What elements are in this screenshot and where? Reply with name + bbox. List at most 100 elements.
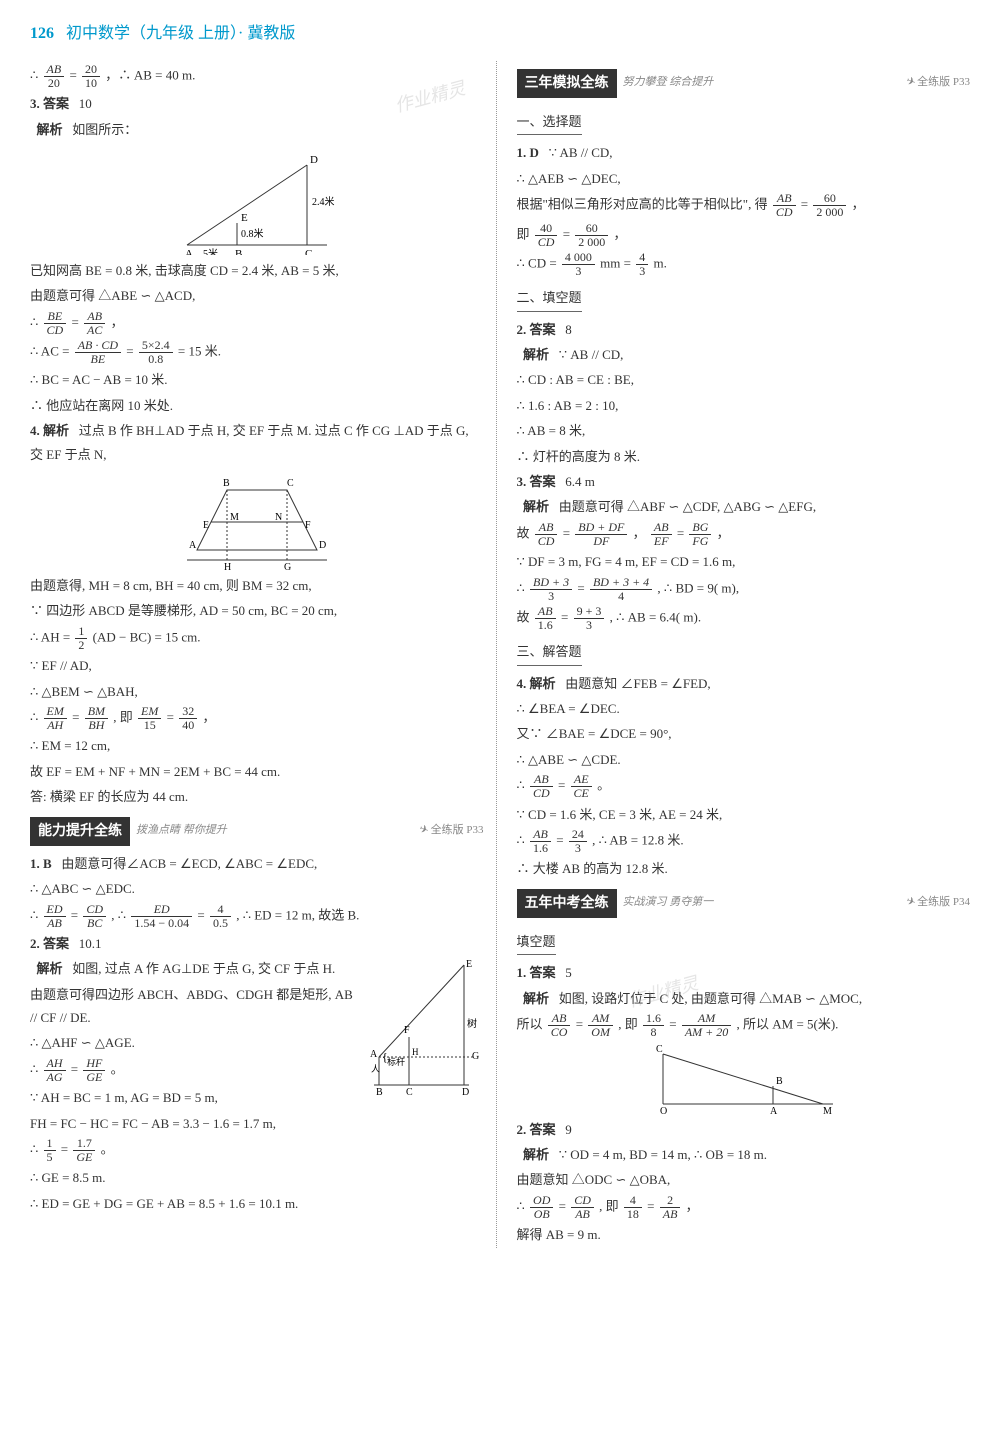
page-header: 126 初中数学（九年级 上册）· 冀教版	[30, 20, 970, 49]
page-number: 126	[30, 25, 54, 42]
s2q2-answer: 2. 答案 8	[517, 318, 971, 341]
left-column: 作业精灵 ∴ AB20 = 2010 ，∴ AB = 40 m. 3. 答案 1…	[30, 61, 497, 1249]
svg-text:M: M	[230, 512, 239, 523]
s3q2-l2: 由题意知 △ODC ∽ △OBA,	[517, 1168, 971, 1191]
svg-text:H: H	[412, 1047, 419, 1057]
svg-text:E: E	[466, 959, 472, 970]
s2q2-explain: 解析 ∵ AB // CD,	[517, 343, 971, 366]
s2q4-l4: ∴ △ABE ∽ △CDE.	[517, 748, 971, 771]
q4-explain: 4. 解析 过点 B 作 BH⊥AD 于点 H, 交 EF 于点 M. 过点 C…	[30, 419, 484, 466]
s2q1-l3: 根据"相似三角形对应高的比等于相似比", 得 ABCD = 602 000 ，	[517, 192, 971, 219]
q4-figure: B C E F M N A D H G	[167, 470, 347, 570]
section-banner-ability: 能力提升全练 拨渔点睛 帮你提升 ✈全练版 P33	[30, 817, 484, 846]
section-banner-5year: 五年中考全练 实战演习 勇夺第一 ✈全练版 P34	[517, 889, 971, 918]
s1q1-l2: ∴ △ABC ∽ △EDC.	[30, 877, 484, 900]
plane-icon: ✈	[903, 73, 918, 95]
q3-l1: 已知网高 BE = 0.8 米, 击球高度 CD = 2.4 米, AB = 5…	[30, 259, 484, 282]
s2q4-l7: ∴ AB1.6 = 243 , ∴ AB = 12.8 米.	[517, 828, 971, 855]
q4-l1: 由题意得, MH = 8 cm, BH = 40 cm, 则 BM = 32 c…	[30, 574, 484, 597]
svg-text:E: E	[241, 212, 248, 224]
s3q2-l3: ∴ ODOB = CDAB , 即 418 = 2AB ，	[517, 1194, 971, 1221]
plane-icon: ✈	[903, 893, 918, 915]
svg-text:H: H	[224, 562, 231, 570]
svg-text:人: 人	[371, 1064, 380, 1074]
q3-answer: 3. 答案 10	[30, 92, 484, 115]
s2q2-l3: ∴ 1.6 : AB = 2 : 10,	[517, 394, 971, 417]
subsection-4: 填空题	[517, 930, 556, 955]
svg-text:标杆: 标杆	[387, 1056, 405, 1067]
q3-l6: ∴ 他应站在离网 10 米处.	[30, 394, 484, 417]
svg-text:F: F	[305, 520, 311, 531]
s1q2-l8: ∴ GE = 8.5 m.	[30, 1166, 484, 1189]
s2q1-l2: ∴ △AEB ∽ △DEC,	[517, 167, 971, 190]
section-banner-3year: 三年模拟全练 努力攀登 综合提升 ✈全练版 P33	[517, 69, 971, 98]
s3q1-figure: C O A B M	[643, 1044, 843, 1114]
q3-figure: A B C D E 5米 0.8米 2.4米	[167, 145, 347, 255]
svg-text:O: O	[660, 1106, 667, 1114]
q4-l4: ∵ EF // AD,	[30, 654, 484, 677]
svg-text:G: G	[472, 1051, 479, 1062]
s1q2-l6: FH = FC − HC = FC − AB = 3.3 − 1.6 = 1.7…	[30, 1112, 484, 1135]
svg-text:5米: 5米	[203, 247, 218, 255]
svg-text:B: B	[776, 1076, 783, 1087]
s2q2-l5: ∴ 灯杆的高度为 8 米.	[517, 445, 971, 468]
s2q4-l5: ∴ ABCD = AECE 。	[517, 773, 971, 800]
s3q2-l4: 解得 AB = 9 m.	[517, 1223, 971, 1246]
q4-l2: ∵ 四边形 ABCD 是等腰梯形, AD = 50 cm, BC = 20 cm…	[30, 599, 484, 622]
svg-text:N: N	[275, 512, 282, 523]
s1q1-head: 1. B 由题意可得∠ACB = ∠ECD, ∠ABC = ∠EDC,	[30, 852, 484, 875]
s2q1-l5: ∴ CD = 4 0003 mm = 43 m.	[517, 251, 971, 278]
svg-text:A: A	[185, 248, 193, 255]
page-title: 初中数学（九年级 上册）· 冀教版	[66, 25, 295, 42]
svg-text:A: A	[770, 1106, 778, 1114]
s3q2-explain: 解析 ∵ OD = 4 m, BD = 14 m, ∴ OB = 18 m.	[517, 1143, 971, 1166]
s1q2-l7: ∴ 15 = 1.7GE 。	[30, 1137, 484, 1164]
svg-text:F: F	[404, 1025, 410, 1036]
top-equation: ∴ AB20 = 2010 ，∴ AB = 40 m.	[30, 63, 484, 90]
svg-text:B: B	[223, 478, 230, 489]
q3-l2: 由题意可得 △ABE ∽ △ACD,	[30, 284, 484, 307]
q4-l6: ∴ EMAH = BMBH , 即 EM15 = 3240 ，	[30, 705, 484, 732]
svg-text:树: 树	[467, 1017, 477, 1030]
s2q4-explain: 4. 解析 由题意知 ∠FEB = ∠FED,	[517, 672, 971, 695]
s2q1-head: 1. D ∵ AB // CD,	[517, 141, 971, 164]
s2q4-l8: ∴ 大楼 AB 的高为 12.8 米.	[517, 857, 971, 880]
svg-text:G: G	[284, 562, 291, 570]
svg-text:E: E	[203, 520, 209, 531]
svg-text:M: M	[823, 1106, 832, 1114]
s2q4-l6: ∵ CD = 1.6 米, CE = 3 米, AE = 24 米,	[517, 803, 971, 826]
q3-l4: ∴ AC = AB · CDBE = 5×2.40.8 = 15 米.	[30, 339, 484, 366]
q4-l8: 故 EF = EM + NF + MN = 2EM + BC = 44 cm.	[30, 760, 484, 783]
s3q1-answer: 1. 答案 5	[517, 961, 971, 984]
s2q3-answer: 3. 答案 6.4 m	[517, 470, 971, 493]
svg-text:A: A	[189, 540, 197, 551]
svg-text:D: D	[462, 1087, 469, 1097]
q4-l7: ∴ EM = 12 cm,	[30, 734, 484, 757]
svg-text:C: C	[656, 1044, 663, 1055]
s2q3-l5: 故 AB1.6 = 9 + 33 , ∴ AB = 6.4( m).	[517, 605, 971, 632]
subsection-3: 三、解答题	[517, 640, 582, 665]
s2q3-l2: 故 ABCD = BD + DFDF ， ABEF = BGFG ，	[517, 521, 971, 548]
s1q2-figure: E F A H G B C D 人 标杆 树 {	[364, 957, 484, 1097]
q3-l3: ∴ BECD = ABAC ，	[30, 310, 484, 337]
s1q2-l9: ∴ ED = GE + DG = GE + AB = 8.5 + 1.6 = 1…	[30, 1192, 484, 1215]
svg-text:B: B	[376, 1087, 383, 1097]
s2q3-explain: 解析 由题意可得 △ABF ∽ △CDF, △ABG ∽ △EFG,	[517, 495, 971, 518]
plane-icon: ✈	[416, 820, 431, 842]
s2q2-l4: ∴ AB = 8 米,	[517, 419, 971, 442]
svg-text:A: A	[370, 1049, 378, 1060]
s2q4-l2: ∴ ∠BEA = ∠DEC.	[517, 697, 971, 720]
s1q2-answer: 2. 答案 10.1	[30, 932, 484, 955]
right-column: 三年模拟全练 努力攀登 综合提升 ✈全练版 P33 一、选择题 1. D ∵ A…	[517, 61, 971, 1249]
s3q2-answer: 2. 答案 9	[517, 1118, 971, 1141]
svg-text:B: B	[235, 248, 242, 255]
svg-text:D: D	[310, 154, 318, 166]
subsection-2: 二、填空题	[517, 286, 582, 311]
s2q3-l3: ∵ DF = 3 m, FG = 4 m, EF = CD = 1.6 m,	[517, 550, 971, 573]
s2q2-l2: ∴ CD : AB = CE : BE,	[517, 368, 971, 391]
s2q1-l4: 即 40CD = 602 000 ，	[517, 222, 971, 249]
s2q3-l4: ∴ BD + 33 = BD + 3 + 44 , ∴ BD = 9( m),	[517, 576, 971, 603]
q3-explain-intro: 解析 如图所示：	[30, 118, 484, 141]
svg-text:2.4米: 2.4米	[312, 195, 335, 208]
s2q4-l3: 又∵ ∠BAE = ∠DCE = 90°,	[517, 722, 971, 745]
